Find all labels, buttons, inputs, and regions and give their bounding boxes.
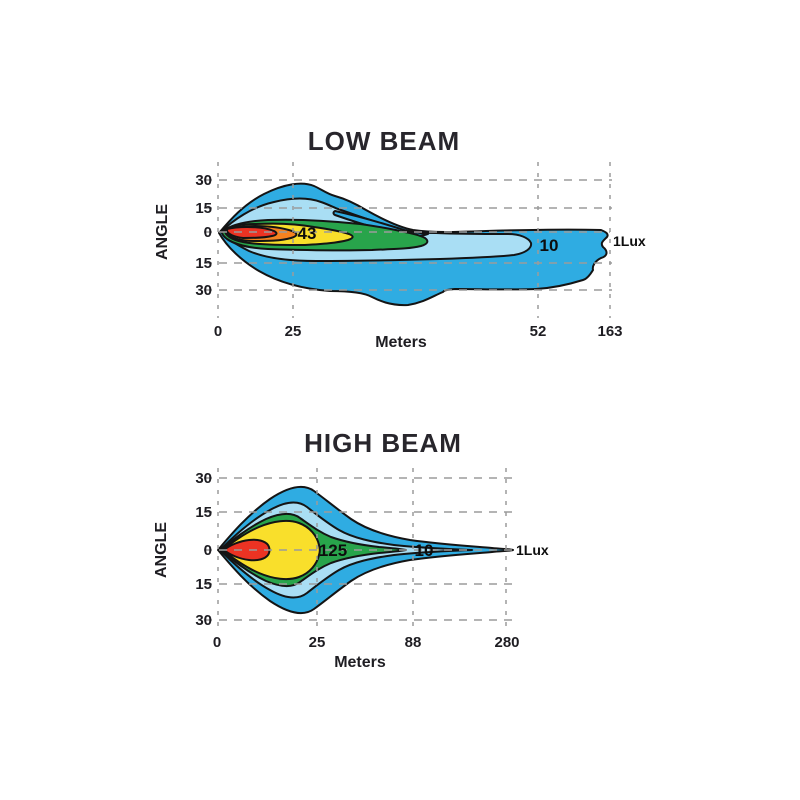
high-label-125: 125 (319, 541, 347, 560)
high-y-tick-0: 0 (204, 542, 212, 559)
low-x-tick-0: 0 (214, 323, 222, 340)
low-beam-contour-labels: 43 10 1Lux (298, 224, 646, 255)
high-x-axis-title: Meters (334, 654, 386, 671)
low-beam-title: LOW BEAM (308, 126, 460, 156)
high-label-1lux: 1Lux (516, 542, 549, 558)
high-beam-contour-labels: 125 10 1Lux (319, 541, 549, 560)
low-y-tick-15bot: 15 (195, 255, 212, 272)
high-beam-x-axis: 0 25 88 280 Meters (213, 634, 520, 671)
high-label-10: 10 (415, 541, 434, 560)
high-beam-chart: HIGH BEAM ANGLE 30 15 0 15 30 (153, 428, 549, 671)
low-y-tick-30bot: 30 (195, 282, 212, 299)
low-y-tick-0: 0 (204, 224, 212, 241)
high-x-tick-280: 280 (494, 634, 519, 651)
high-y-tick-15bot: 15 (195, 576, 212, 593)
high-beam-gridlines (204, 468, 513, 631)
low-x-axis-title: Meters (375, 334, 427, 351)
low-beam-contours (218, 182, 609, 307)
high-beam-title: HIGH BEAM (304, 428, 462, 458)
high-y-tick-15top: 15 (195, 504, 212, 521)
high-y-tick-30bot: 30 (195, 612, 212, 629)
low-y-axis-title: ANGLE (154, 204, 171, 260)
low-x-tick-25: 25 (285, 323, 302, 340)
low-x-tick-163: 163 (597, 323, 622, 340)
high-x-tick-0: 0 (213, 634, 221, 651)
low-label-43: 43 (298, 224, 317, 243)
high-beam-contours (217, 485, 514, 615)
high-x-tick-25: 25 (309, 634, 326, 651)
low-label-1lux: 1Lux (613, 233, 646, 249)
low-beam-chart: LOW BEAM ANGLE 30 15 0 15 (154, 126, 646, 351)
low-label-10: 10 (540, 236, 559, 255)
high-beam-y-axis: ANGLE 30 15 0 15 30 (153, 470, 212, 629)
low-beam-y-axis: ANGLE 30 15 0 15 30 (154, 172, 212, 299)
low-beam-gridlines (204, 162, 612, 318)
high-y-tick-30top: 30 (195, 470, 212, 487)
low-y-tick-15top: 15 (195, 200, 212, 217)
low-beam-x-axis: 0 25 52 163 Meters (214, 323, 623, 351)
high-y-axis-title: ANGLE (153, 522, 170, 578)
low-x-tick-52: 52 (530, 323, 547, 340)
low-y-tick-30top: 30 (195, 172, 212, 189)
high-x-tick-88: 88 (405, 634, 422, 651)
